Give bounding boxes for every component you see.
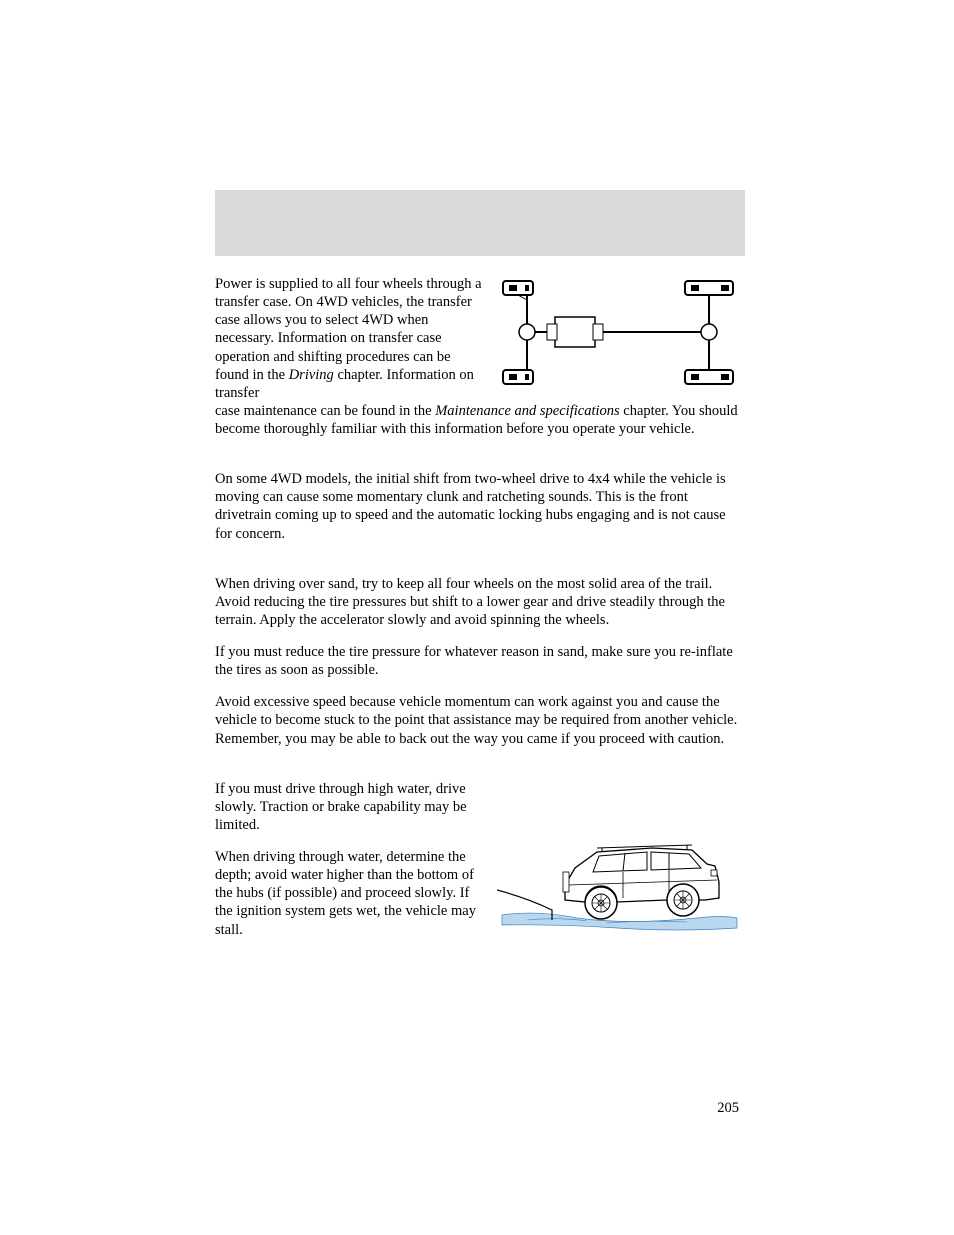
cont-italic: Maintenance and specifications <box>435 403 619 419</box>
sand-para3: Avoid excessive speed because vehicle mo… <box>215 693 739 747</box>
header-banner <box>215 190 745 256</box>
water-para1: If you must drive through high water, dr… <box>215 780 485 834</box>
intro-continuation: case maintenance can be found in the Mai… <box>215 402 739 438</box>
water-text: If you must drive through high water, dr… <box>215 780 485 940</box>
water-para2: When driving through water, determine th… <box>215 848 485 939</box>
intro-text: Power is supplied to all four wheels thr… <box>215 275 485 402</box>
drivetrain-diagram <box>497 275 739 390</box>
sand-para1: When driving over sand, try to keep all … <box>215 575 739 629</box>
page-number: 205 <box>717 1100 739 1117</box>
page-body: Power is supplied to all four wheels thr… <box>0 0 954 1040</box>
intro-section: Power is supplied to all four wheels thr… <box>215 275 739 402</box>
intro-italic1: Driving <box>289 367 334 383</box>
water-section: If you must drive through high water, dr… <box>215 780 739 940</box>
cont-part1: case maintenance can be found in the <box>215 403 435 419</box>
suv-water-illustration <box>497 790 739 940</box>
sand-para2: If you must reduce the tire pressure for… <box>215 643 739 679</box>
shift-para: On some 4WD models, the initial shift fr… <box>215 470 739 543</box>
